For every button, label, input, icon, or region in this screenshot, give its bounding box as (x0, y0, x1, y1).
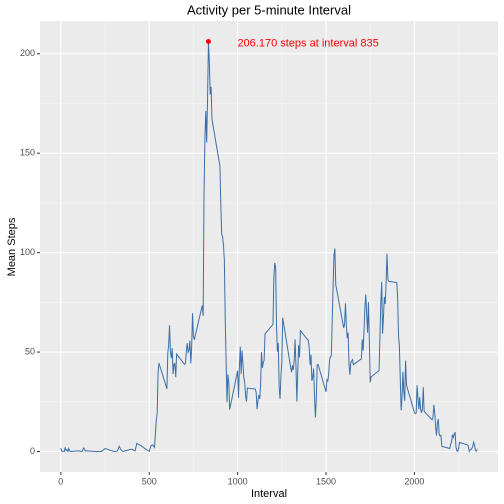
y-tick-label: 100 (20, 247, 35, 257)
x-tick-label: 1000 (228, 476, 248, 486)
x-tick-label: 500 (142, 476, 157, 486)
y-tick-label: 200 (20, 48, 35, 58)
max-point (205, 39, 211, 45)
x-tick-label: 0 (58, 476, 63, 486)
x-tick-label: 2000 (404, 476, 424, 486)
y-tick-label: 150 (20, 148, 35, 158)
y-axis-label: Mean Steps (6, 217, 18, 276)
y-tick-label: 0 (30, 446, 35, 456)
line (60, 41, 478, 454)
y-tick-label: 50 (25, 346, 35, 356)
panel (40, 21, 498, 472)
x-tick-label: 1500 (316, 476, 336, 486)
chart-title: Activity per 5-minute Interval (187, 2, 351, 17)
annotation: 206.170 steps at interval 835 (237, 37, 378, 49)
x-axis-label: Interval (251, 488, 287, 500)
